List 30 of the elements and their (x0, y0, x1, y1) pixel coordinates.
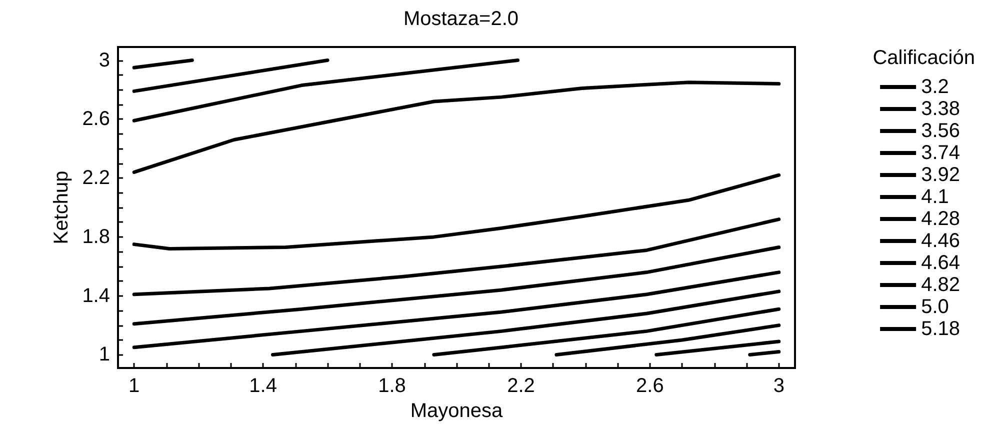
y-tick-label: 2.2 (82, 167, 110, 190)
legend-label: 4.1 (921, 186, 949, 208)
legend-label: 4.28 (921, 208, 960, 230)
legend-label: 5.0 (921, 296, 949, 318)
line-series (270, 290, 781, 356)
line-series (432, 307, 781, 356)
legend-label: 3.56 (921, 120, 960, 142)
y-tick-label: 2.6 (82, 108, 110, 130)
x-tick-label: 1.4 (249, 375, 277, 397)
x-tick-label: 1.8 (378, 375, 406, 397)
legend-label: 3.38 (921, 98, 960, 120)
legend-label: 5.18 (921, 318, 960, 340)
x-tick-label: 2.2 (507, 375, 535, 397)
y-tick-label: 1 (98, 344, 110, 366)
legend-label: 3.74 (921, 142, 960, 164)
x-tick-label: 3 (773, 375, 784, 397)
legend-label: 3.92 (921, 164, 960, 186)
legend-label: 3.2 (921, 76, 949, 98)
x-axis-title: Mayonesa (410, 400, 504, 422)
x-tick-label: 1 (128, 375, 140, 397)
y-tick-label: 1.4 (82, 284, 110, 307)
y-tick-label: 3 (98, 49, 110, 72)
y-axis-title: Ketchup (50, 170, 72, 244)
legend-title: Calificación (872, 47, 975, 69)
chart-title: Mostaza=2.0 (403, 8, 519, 30)
legend-label: 4.82 (921, 274, 960, 296)
x-tick-label: 2.6 (636, 375, 664, 397)
legend-label: 4.64 (921, 252, 960, 274)
legend-label: 4.46 (921, 230, 960, 252)
y-tick-label: 1.8 (82, 226, 110, 248)
